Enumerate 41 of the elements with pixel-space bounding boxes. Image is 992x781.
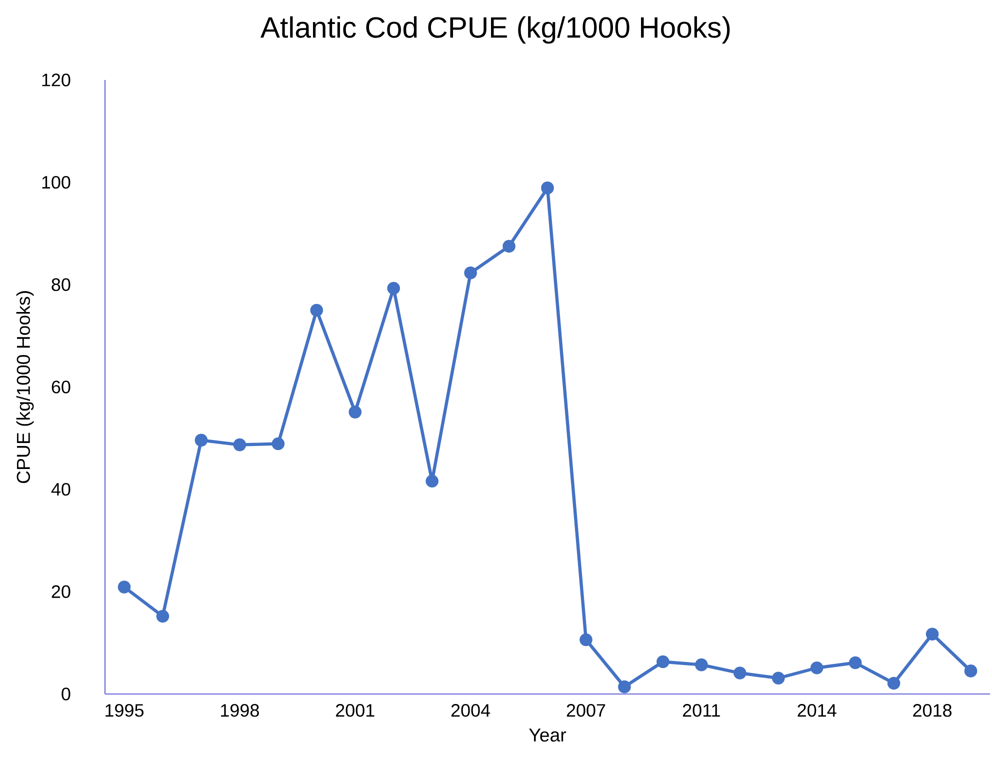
point [541, 182, 554, 194]
point [695, 658, 708, 672]
y-tick-label: 20 [52, 585, 70, 598]
point [772, 672, 785, 685]
point [118, 580, 131, 594]
point [387, 282, 400, 295]
point [810, 661, 824, 674]
y-tick-label: 80 [52, 278, 70, 292]
y-tick-label: 120 [42, 74, 70, 86]
x-tick-label: 1995 [106, 704, 144, 717]
x-tick-label: 2018 [913, 704, 952, 717]
x-tick-label: 2014 [798, 704, 836, 717]
y-tick-label: 60 [52, 380, 70, 394]
x-tick-label: 2004 [451, 704, 490, 717]
point [194, 434, 208, 447]
point [310, 304, 324, 317]
point [348, 406, 362, 418]
point [464, 266, 477, 280]
point [926, 628, 939, 641]
point [964, 664, 978, 678]
point [502, 240, 516, 253]
x-tick-label: 2011 [682, 704, 720, 717]
x-tick-label: 1998 [221, 704, 259, 717]
point [426, 474, 438, 488]
x-axis-title: Year [529, 728, 566, 742]
point [887, 676, 900, 690]
point [618, 680, 631, 694]
y-axis-title: CPUE (kg/1000 Hooks) [16, 291, 34, 484]
y-tick-label: 40 [51, 482, 70, 496]
point [156, 610, 170, 623]
point [272, 437, 285, 450]
y-tick-label: 100 [42, 176, 70, 189]
x-tick-label: 2007 [566, 704, 606, 717]
point [656, 655, 670, 668]
chart-title: Atlantic Cod CPUE (kg/1000 Hooks) [260, 16, 730, 44]
point [848, 656, 862, 670]
point [580, 633, 592, 646]
point [733, 666, 746, 680]
y-tick-label: 0 [62, 688, 70, 700]
x-tick-label: 2001 [336, 704, 374, 717]
point [233, 438, 246, 452]
